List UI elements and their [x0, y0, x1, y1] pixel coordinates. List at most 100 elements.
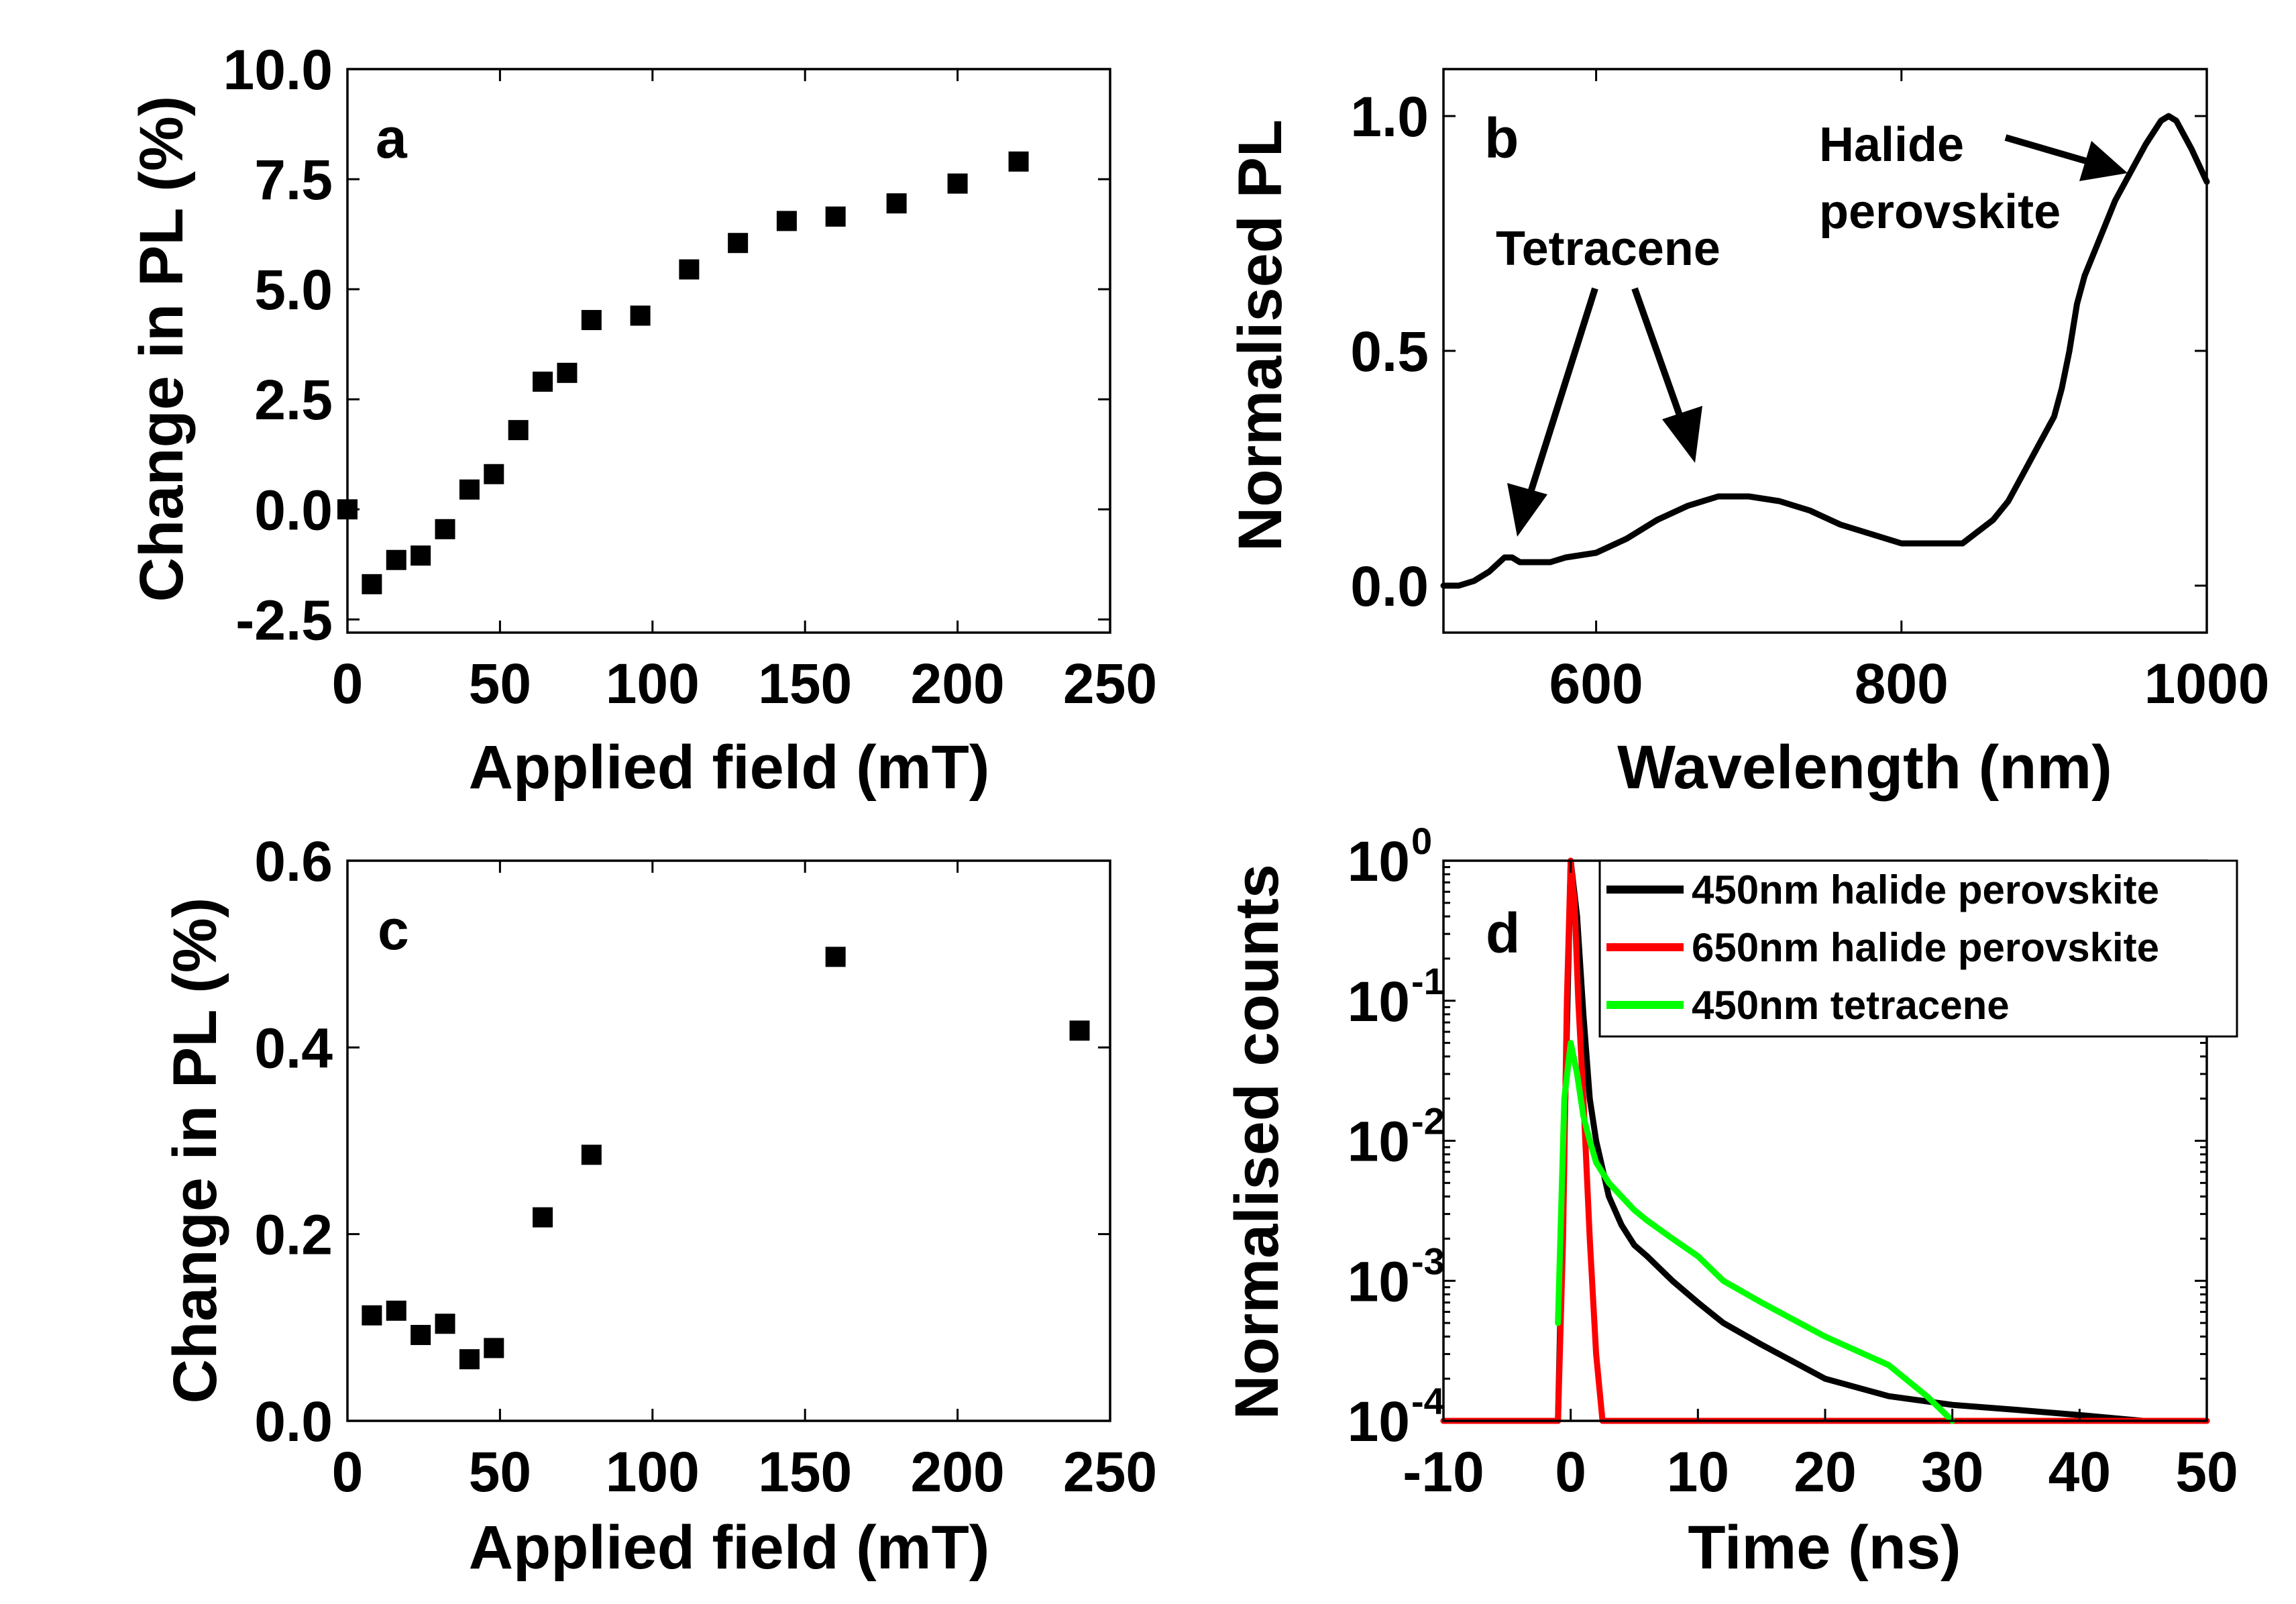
panel-a-x-axis-label: Applied field (mT) [469, 733, 990, 802]
panel-c-frame [346, 859, 1111, 1422]
panel-a-axes: 0 50 100 150 200 250 -2.5 0.0 2.5 5.0 7.5 10.0 [223, 38, 1158, 715]
arrow-perovskite [2004, 134, 2087, 164]
data-point [386, 1300, 406, 1321]
panel-d-y-axis-label: Normalised counts [1223, 864, 1291, 1420]
annotation-tetracene: Tetracene [1496, 222, 1720, 276]
data-point [825, 206, 846, 227]
panel-c: 0 50 100 150 200 250 0.0 0.2 0.4 0.6 c Applied fi… [161, 830, 1157, 1582]
panel-c-label: c [378, 898, 409, 961]
panel-a-y-axis-label: Change in PL (%) [127, 96, 196, 602]
data-point [484, 464, 504, 484]
panel-b-axes: 600 800 1000 0.0 0.5 1.0 [1350, 68, 2270, 715]
y-tick-label: 10 [1348, 1250, 1410, 1313]
panel-c-x-axis-label: Applied field (mT) [469, 1513, 990, 1582]
y-tick-label: -2.5 [235, 588, 333, 651]
data-point [1069, 1020, 1090, 1041]
y-tick-label: 0.0 [1350, 555, 1429, 618]
data-point [533, 1207, 553, 1228]
panel-c-y-axis-label: Change in PL (%) [161, 898, 229, 1404]
panel-b-x-axis-label: Wavelength (nm) [1617, 733, 2112, 802]
data-point [459, 479, 480, 500]
x-tick-label: 30 [1921, 1440, 1983, 1503]
y-tick-label: 7.5 [254, 148, 333, 211]
data-point [886, 193, 907, 214]
data-point [679, 259, 700, 280]
arrowhead-perovskite [2079, 141, 2128, 181]
data-point [581, 310, 602, 331]
panel-b-y-axis-label: Normalised PL [1226, 119, 1295, 551]
x-tick-label: 200 [911, 1440, 1005, 1503]
x-tick-label: 150 [758, 1440, 852, 1503]
arrowhead-tetracene-1 [1507, 483, 1547, 537]
y-tick-label: 1.0 [1350, 85, 1429, 148]
x-tick-label: 50 [2175, 1440, 2238, 1503]
data-point [728, 233, 749, 254]
x-tick-label: 100 [606, 1440, 700, 1503]
data-point [825, 947, 846, 967]
y-tick-exponent: -2 [1411, 1100, 1445, 1142]
data-point [508, 420, 529, 441]
data-point [581, 1144, 602, 1165]
data-point [435, 1314, 455, 1334]
legend: 450nm halide perovskite 650nm halide per… [1598, 859, 2238, 1038]
data-point [459, 1349, 480, 1370]
legend-label-450-halide: 450nm halide perovskite [1692, 867, 2159, 912]
panel-a-frame [346, 68, 1111, 634]
panel-b-marks [1440, 113, 2210, 589]
data-point [411, 545, 431, 566]
data-point [776, 211, 797, 231]
data-point [947, 173, 968, 194]
y-tick-label: 10 [1348, 1390, 1410, 1453]
series-line-0 [1440, 113, 2210, 589]
arrow-tetracene-1 [1526, 287, 1598, 498]
panel-d-x-axis-label: Time (ns) [1688, 1513, 1961, 1582]
panel-a: 0 50 100 150 200 250 -2.5 0.0 2.5 5.0 7.5 10.0 a Ap… [127, 38, 1157, 802]
arrow-tetracene-2 [1631, 287, 1686, 424]
arrowhead-tetracene-2 [1662, 406, 1702, 463]
x-tick-label: 50 [469, 1440, 531, 1503]
y-tick-label: 0.6 [254, 830, 333, 893]
data-point [386, 549, 406, 570]
x-tick-label: 600 [1549, 652, 1643, 715]
series-line-2 [1555, 1040, 1956, 1424]
x-tick-label: 40 [2048, 1440, 2111, 1503]
y-tick-label: 0.0 [254, 478, 333, 541]
x-tick-label: 150 [758, 652, 852, 715]
panel-a-marks [337, 151, 1029, 594]
annotation-arrows [1507, 134, 2128, 537]
data-point [411, 1324, 431, 1345]
y-tick-label: 10.0 [223, 38, 333, 101]
x-tick-label: 20 [1794, 1440, 1856, 1503]
annotation-halide: Halide [1819, 118, 1964, 172]
y-tick-exponent: -3 [1411, 1240, 1445, 1282]
data-point [484, 1338, 504, 1358]
panel-d-label: d [1486, 902, 1520, 965]
x-tick-label: 0 [332, 1440, 364, 1503]
x-tick-label: 250 [1063, 652, 1157, 715]
data-point [557, 362, 578, 383]
data-point [362, 574, 382, 594]
y-tick-label: 0.2 [254, 1204, 333, 1267]
x-tick-label: -10 [1403, 1440, 1484, 1503]
y-tick-label: 0.5 [1350, 320, 1429, 383]
data-point [533, 371, 553, 392]
panel-a-label: a [376, 107, 408, 170]
x-tick-label: 250 [1063, 1440, 1157, 1503]
legend-box [1598, 859, 2238, 1038]
x-tick-label: 1000 [2144, 652, 2270, 715]
y-tick-label: 10 [1348, 830, 1410, 893]
x-tick-label: 200 [911, 652, 1005, 715]
data-point [1008, 151, 1029, 172]
y-tick-label: 10 [1348, 970, 1410, 1033]
x-tick-label: 0 [332, 652, 364, 715]
panel-c-axes: 0 50 100 150 200 250 0.0 0.2 0.4 0.6 [254, 830, 1157, 1503]
panel-c-marks [362, 947, 1090, 1370]
x-tick-label: 10 [1667, 1440, 1729, 1503]
y-tick-label: 10 [1348, 1110, 1410, 1173]
x-tick-label: 100 [606, 652, 700, 715]
data-point [362, 1305, 382, 1326]
data-point [435, 519, 455, 539]
y-tick-label: 0.0 [254, 1390, 333, 1453]
data-point [630, 305, 651, 326]
